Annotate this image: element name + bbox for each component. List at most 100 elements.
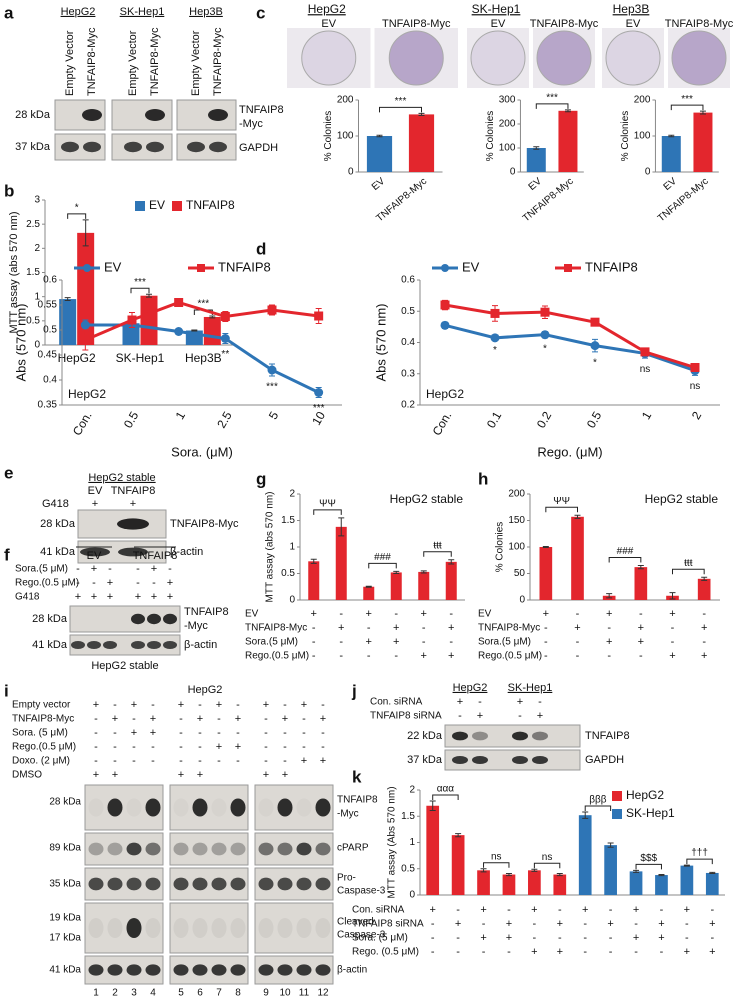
- blot-band: [211, 842, 227, 856]
- error-bar: [480, 868, 487, 873]
- point: [640, 347, 650, 357]
- error-bar: [542, 545, 549, 549]
- label: TNFAIP8: [337, 795, 378, 806]
- label: TNFAIP8: [133, 550, 178, 562]
- label: 22 kDa: [407, 730, 443, 742]
- y-axis-label: Abs (570 nm): [13, 303, 28, 381]
- bar: [526, 148, 546, 172]
- bar: [578, 815, 592, 895]
- label: Con. siRNA: [370, 697, 423, 708]
- label: Caspase-3: [337, 886, 386, 897]
- point: [590, 317, 600, 327]
- sign: -: [609, 932, 613, 944]
- sign: -: [639, 650, 643, 662]
- panel-letter: d: [256, 239, 266, 258]
- bracket: [379, 106, 422, 113]
- sign: +: [130, 498, 136, 510]
- point: [540, 330, 550, 340]
- sign: +: [311, 608, 317, 620]
- point: [127, 315, 137, 325]
- bar: [408, 114, 435, 172]
- x-tick-label: 1: [639, 409, 655, 422]
- error-bar: [564, 109, 571, 113]
- dish: [388, 30, 444, 86]
- sign: -: [538, 696, 542, 708]
- blot-band: [315, 842, 331, 856]
- sign: -: [634, 946, 638, 958]
- y-tick-label: 1.5: [401, 811, 415, 822]
- y-tick-label: 2.5: [26, 219, 40, 230]
- blot-band: [192, 964, 208, 976]
- sign: +: [320, 713, 326, 725]
- legend-swatch: [612, 809, 622, 819]
- sign: +: [638, 636, 644, 648]
- bar: [604, 845, 617, 895]
- sign: -: [283, 755, 287, 767]
- y-tick-label: 0.5: [43, 325, 57, 336]
- blot-band: [131, 641, 145, 649]
- sign: +: [658, 918, 664, 930]
- sign: +: [75, 591, 81, 603]
- sign: -: [533, 918, 537, 930]
- bracket: [670, 104, 704, 111]
- chart-title: HepG2 stable: [645, 492, 719, 506]
- lane-label: Empty Vector: [64, 30, 76, 96]
- sign: -: [456, 904, 460, 916]
- blot-band: [315, 964, 331, 976]
- y-tick-label: 0: [289, 595, 295, 606]
- sign: +: [480, 904, 486, 916]
- sign: -: [217, 727, 221, 739]
- blot-band: [296, 877, 312, 891]
- sign: -: [339, 608, 343, 620]
- blot-band: [126, 877, 142, 891]
- blot-band: [124, 141, 142, 153]
- blot-band: [173, 877, 189, 891]
- blot-band: [126, 842, 142, 856]
- x-tick-label: Con.: [430, 409, 455, 438]
- label: 89 kDa: [49, 843, 81, 854]
- blot: [176, 133, 237, 161]
- error-bar: [393, 570, 400, 574]
- error-bar: [82, 329, 89, 351]
- x-tick-label: 0.5: [584, 409, 605, 431]
- blot-band: [147, 613, 161, 625]
- blot-band: [192, 798, 208, 817]
- sign: -: [422, 622, 426, 634]
- error-bar: [418, 112, 425, 116]
- x-tick-label: 2: [689, 409, 705, 422]
- error-bar: [191, 329, 198, 332]
- blot-band: [107, 877, 123, 891]
- significance: ***: [313, 403, 325, 414]
- blot-band: [208, 109, 228, 121]
- error-bar: [448, 559, 455, 565]
- sign: +: [669, 608, 675, 620]
- sign: +: [91, 591, 97, 603]
- blot-band: [88, 964, 104, 976]
- legend-label: TNFAIP8: [186, 198, 235, 212]
- x-tick-label: HepG2: [58, 351, 96, 365]
- sign: -: [94, 741, 98, 753]
- blot-band: [277, 964, 293, 976]
- bar: [426, 805, 440, 895]
- y-tick-label: 0: [510, 167, 516, 178]
- blot-band: [296, 918, 312, 938]
- bar: [122, 323, 140, 345]
- y-tick-label: 0.5: [26, 315, 40, 326]
- sign: -: [394, 608, 398, 620]
- y-tick-label: 150: [508, 515, 525, 526]
- x-tick-label: EV: [370, 176, 388, 193]
- bracket: [584, 805, 612, 812]
- sign: -: [152, 577, 156, 589]
- error-bar: [658, 874, 665, 877]
- significance: *: [493, 345, 497, 356]
- bracket: [67, 213, 87, 219]
- blot-band: [258, 964, 274, 976]
- sign: -: [583, 946, 587, 958]
- bar: [390, 572, 402, 600]
- bar: [558, 110, 578, 172]
- sign: -: [94, 727, 98, 739]
- cell-line: HepG2: [308, 2, 346, 16]
- dish: [301, 30, 357, 86]
- blot-band: [145, 842, 161, 856]
- label: 37 kDa: [407, 754, 443, 766]
